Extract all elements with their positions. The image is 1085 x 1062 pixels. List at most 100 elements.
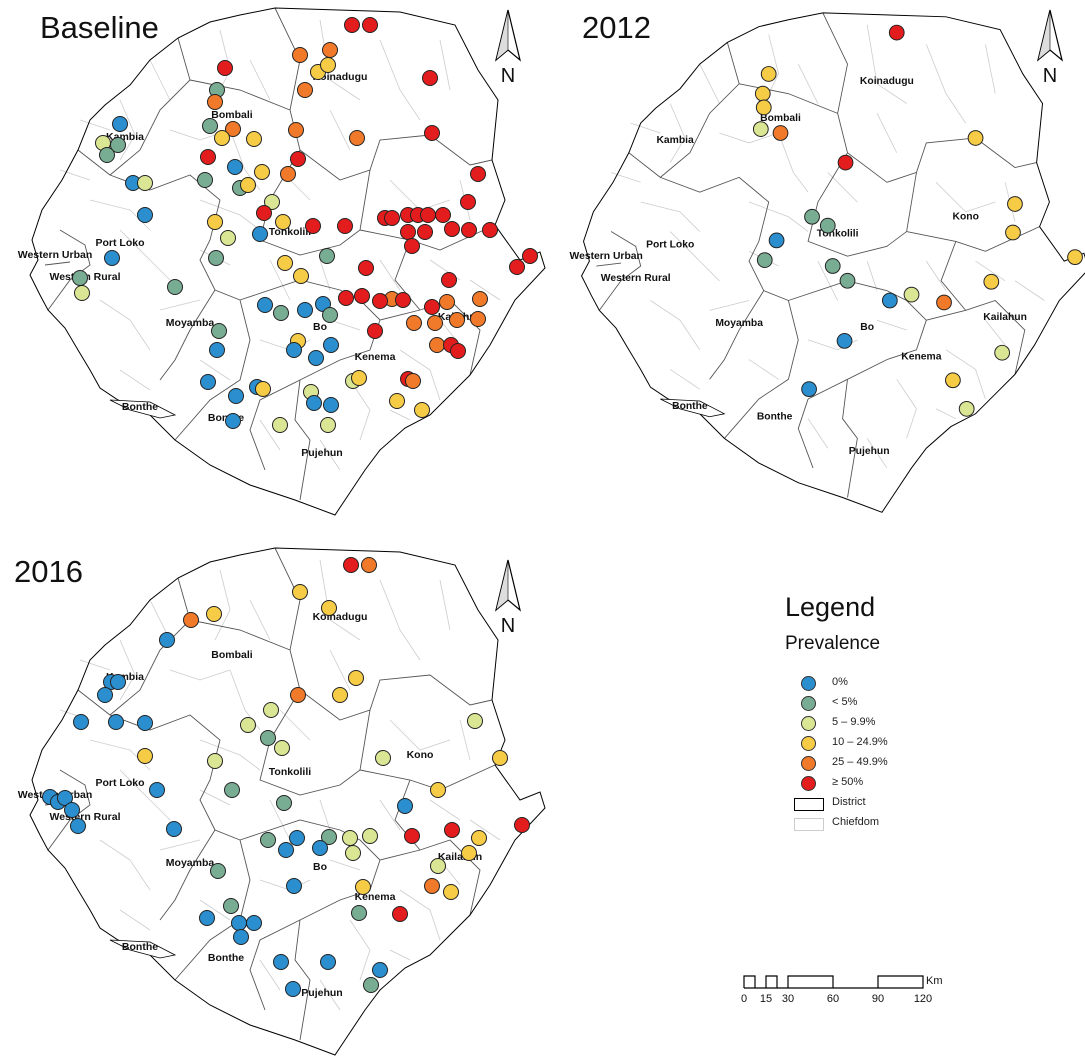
legend-label-0: 0%	[832, 676, 848, 688]
chiefdom-boundary	[866, 24, 907, 104]
district-boundary	[47, 769, 91, 851]
chiefdom-boundary	[399, 349, 441, 401]
chiefdom-boundary	[399, 889, 441, 941]
survey-site-marker	[264, 194, 280, 210]
chiefdom-boundary	[149, 59, 171, 101]
survey-site-marker	[417, 224, 433, 240]
chiefdom-boundary	[1014, 280, 1045, 301]
survey-site-marker	[430, 858, 446, 874]
survey-site-marker	[272, 417, 288, 433]
survey-site-marker	[256, 205, 272, 221]
survey-site-marker	[427, 315, 443, 331]
survey-site-marker	[183, 612, 199, 628]
district-label: Port Loko	[646, 239, 694, 250]
map-panel-2016: Koinadugu Kambia Bombali Port Loko Tonkolili…	[0, 540, 560, 1062]
survey-site-marker	[228, 388, 244, 404]
chiefdom-boundary	[389, 719, 451, 751]
survey-site-marker	[110, 674, 126, 690]
legend-item-1: < 5%	[801, 695, 1005, 715]
north-arrow-icon: N	[1036, 9, 1064, 87]
legend-item-district: District	[794, 795, 1005, 815]
survey-site-marker	[108, 714, 124, 730]
survey-site-marker	[292, 47, 308, 63]
survey-site-marker	[824, 258, 841, 274]
chiefdom-boundary	[866, 260, 878, 291]
chiefdom-boundary	[214, 569, 231, 641]
survey-site-marker	[439, 294, 455, 310]
survey-site-marker	[768, 232, 785, 249]
district-boundary	[249, 379, 301, 471]
survey-site-marker	[752, 121, 769, 137]
panel-title-2012: 2012	[582, 10, 651, 45]
survey-site-marker	[424, 878, 440, 894]
survey-site-marker	[337, 218, 353, 234]
district-boundary	[739, 83, 838, 114]
survey-site-marker	[260, 832, 276, 848]
survey-site-marker	[220, 230, 236, 246]
survey-site-marker	[64, 802, 80, 818]
survey-site-marker	[430, 782, 446, 798]
survey-site-marker	[137, 748, 153, 764]
survey-site-marker	[275, 214, 291, 230]
survey-site-marker	[305, 218, 321, 234]
survey-site-marker	[57, 790, 73, 806]
country-border	[29, 547, 546, 1056]
chiefdom-boundary	[199, 199, 261, 231]
survey-site-marker	[207, 214, 223, 230]
survey-site-marker	[983, 273, 1000, 290]
district-boundary	[628, 42, 740, 178]
survey-site-marker	[514, 817, 530, 833]
survey-site-marker	[760, 66, 777, 82]
survey-site-marker	[392, 906, 408, 922]
survey-site-marker	[1007, 196, 1023, 212]
chiefdom-boundary	[269, 799, 291, 841]
survey-site-marker	[354, 288, 370, 304]
survey-site-marker	[240, 177, 256, 193]
chiefdom-boundary	[199, 739, 261, 771]
survey-site-marker	[285, 981, 301, 997]
survey-site-marker	[74, 285, 90, 301]
survey-site-marker	[361, 557, 377, 573]
chiefdom-boundary	[349, 919, 371, 981]
country-border	[29, 7, 546, 516]
survey-site-marker	[210, 863, 226, 879]
chiefdom-boundary	[699, 63, 720, 104]
legend-swatch-2	[801, 716, 816, 731]
survey-site-marker	[320, 417, 336, 433]
chiefdom-boundary	[925, 260, 947, 291]
chiefdom-boundary	[669, 103, 686, 163]
chiefdom-boundary	[349, 379, 371, 441]
district-boundary	[159, 829, 216, 921]
district-boundary	[797, 378, 848, 469]
chiefdom-boundary	[199, 789, 231, 806]
chiefdom-boundary	[719, 132, 779, 144]
legend-swatch-5	[801, 776, 816, 791]
district-boundary	[598, 231, 642, 311]
north-label: N	[1043, 65, 1057, 87]
district-label: Kono	[953, 212, 979, 223]
survey-site-marker	[404, 828, 420, 844]
chiefdom-boundary	[630, 122, 661, 134]
chiefdom-boundary	[79, 659, 111, 671]
survey-site-marker	[255, 381, 271, 397]
survey-site-marker	[246, 131, 262, 147]
survey-site-marker	[903, 286, 920, 303]
chiefdom-boundary	[169, 669, 231, 681]
survey-site-marker	[492, 750, 508, 766]
chiefdom-boundary	[439, 39, 451, 91]
district-boundary	[596, 262, 622, 267]
district-boundary	[394, 239, 421, 311]
north-label: N	[501, 65, 515, 87]
survey-site-marker	[338, 290, 354, 306]
survey-site-marker	[936, 294, 952, 311]
survey-site-marker	[290, 151, 306, 167]
survey-site-marker	[214, 130, 230, 146]
survey-site-marker	[227, 159, 243, 175]
district-label: Moyamba	[715, 318, 763, 329]
district-label: Pujehun	[301, 447, 342, 459]
map-panel-baseline: Koinadugu Kambia Bombali Port Loko Tonkolili…	[0, 0, 560, 530]
survey-site-marker	[471, 830, 487, 846]
survey-site-marker	[200, 149, 216, 165]
chiefdom-boundary	[389, 949, 411, 961]
country-border	[580, 12, 1085, 513]
